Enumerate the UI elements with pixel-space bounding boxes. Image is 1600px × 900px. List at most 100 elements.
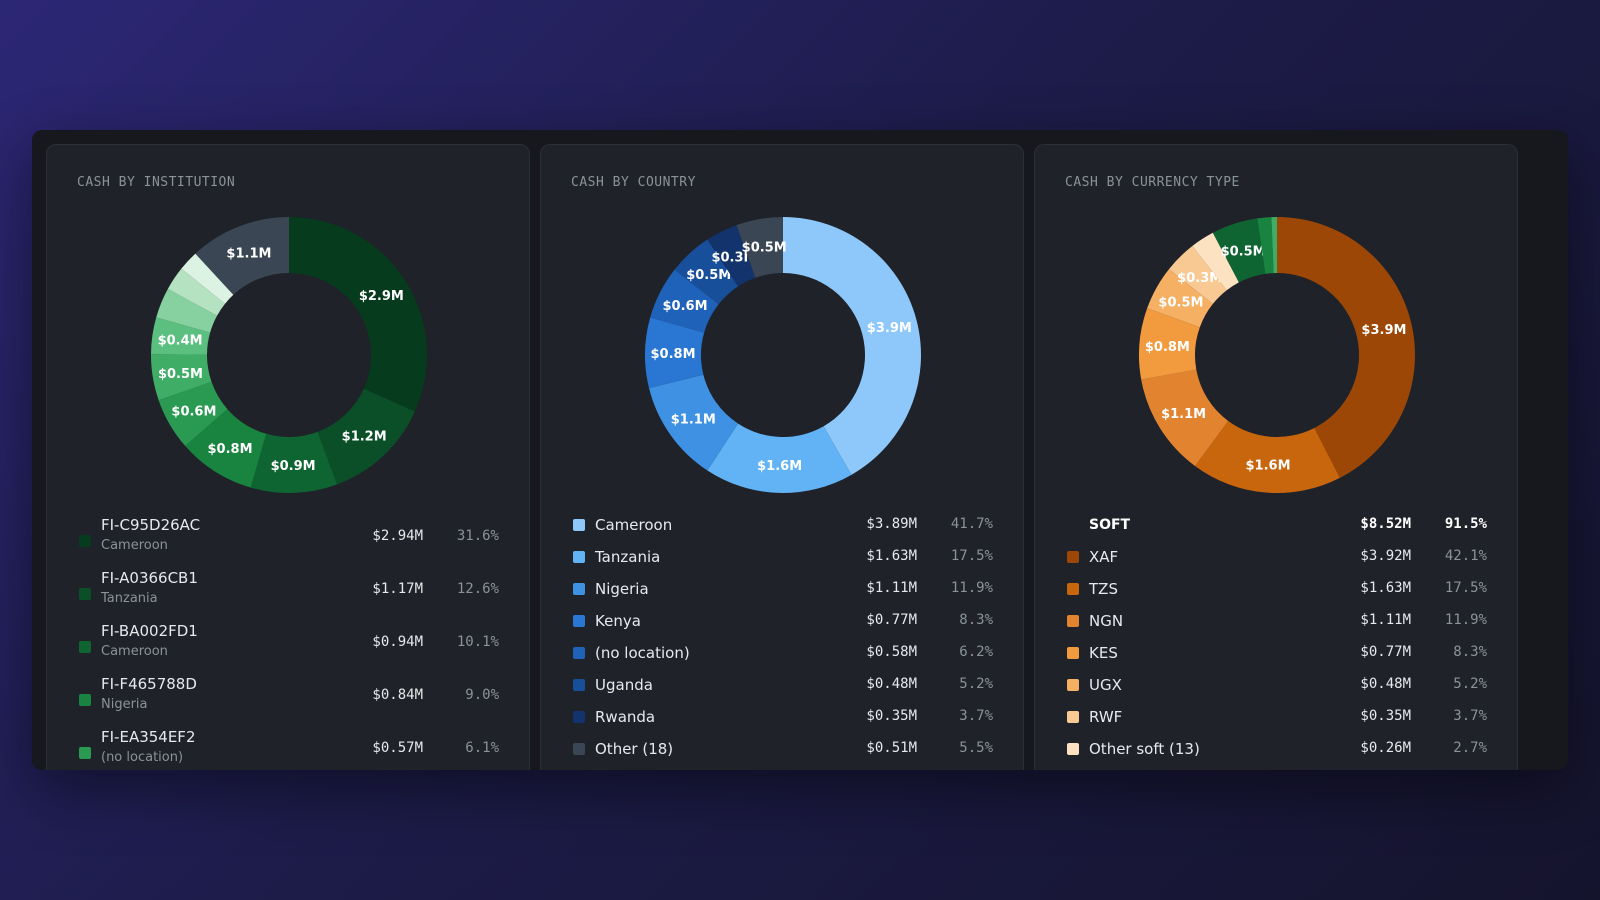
legend-row[interactable]: Tanzania $1.63M 17.5% [571, 547, 993, 579]
legend-swatch [573, 679, 585, 691]
legend-amount: $0.48M [866, 676, 917, 692]
donut-slice[interactable] [195, 217, 289, 295]
legend-name: TZS [1089, 580, 1118, 598]
donut-slice[interactable] [167, 268, 226, 316]
legend-subtitle: Tanzania [101, 591, 158, 606]
legend-row[interactable]: UGX $0.48M 5.2% [1065, 675, 1487, 707]
slice-label: $2.9M [359, 289, 404, 304]
donut-slice[interactable] [1271, 217, 1277, 274]
slice-label: $3.9M [1361, 323, 1406, 338]
slice-label: $1.1M [226, 247, 271, 262]
legend-percent: 6.1% [465, 740, 499, 756]
donut-slice[interactable] [1212, 218, 1266, 283]
legend-subtitle: Nigeria [101, 697, 148, 712]
legend-row[interactable]: FI-C95D26AC Cameroon $2.94M 31.6% [77, 515, 499, 568]
legend-row[interactable]: Nigeria $1.11M 11.9% [571, 579, 993, 611]
legend-percent: 2.7% [1453, 740, 1487, 756]
legend-percent: 5.5% [959, 740, 993, 756]
legend-row[interactable]: Other soft (13) $0.26M 2.7% [1065, 739, 1487, 770]
legend-percent: 3.7% [959, 708, 993, 724]
legend-row[interactable]: (no location) $0.58M 6.2% [571, 643, 993, 675]
legend-name: Cameroon [595, 516, 673, 534]
legend-name: Other soft (13) [1089, 740, 1200, 758]
donut-slice[interactable] [707, 225, 756, 287]
legend-row[interactable]: Rwanda $0.35M 3.7% [571, 707, 993, 739]
legend-amount: $0.77M [1360, 644, 1411, 660]
donut-slice[interactable] [674, 239, 739, 305]
legend-amount: $0.84M [372, 687, 423, 703]
donut-slice[interactable] [289, 217, 427, 412]
donut-slice[interactable] [158, 381, 228, 447]
legend-percent: 91.5% [1444, 516, 1487, 532]
donut-slice[interactable] [649, 374, 739, 471]
donut-slice[interactable] [736, 217, 783, 278]
dashboard-frame: CASH BY INSTITUTION $2.9M $1.2M $0.9M $0.8M… [32, 130, 1568, 770]
legend-row[interactable]: FI-F465788D Nigeria $0.84M 9.0% [77, 674, 499, 727]
donut-chart-country: $3.9M$1.6M$1.1M$0.8M$0.6M$0.5M$0.3M$0.5M [645, 217, 921, 493]
donut-slice[interactable] [250, 431, 338, 494]
donut-slice[interactable] [650, 269, 719, 333]
donut-slice[interactable] [185, 409, 267, 488]
donut-slice[interactable] [181, 253, 234, 304]
donut-slice[interactable] [783, 217, 921, 475]
legend-percent: 9.0% [465, 687, 499, 703]
donut-slice[interactable] [1141, 369, 1229, 466]
legend-swatch [573, 711, 585, 723]
legend-name: Nigeria [595, 580, 649, 598]
legend-row[interactable]: FI-EA354EF2 (no location) $0.57M 6.1% [77, 727, 499, 770]
legend-name: SOFT [1089, 517, 1131, 533]
slice-label: $1.2M [342, 429, 387, 444]
legend-name: FI-A0366CB1 [101, 569, 198, 587]
legend-amount: $0.35M [866, 708, 917, 724]
donut-slice[interactable] [156, 288, 218, 333]
legend-amount: $3.92M [1360, 548, 1411, 564]
legend-swatch [79, 694, 91, 706]
donut-slice[interactable] [1139, 308, 1200, 380]
legend-name: (no location) [595, 644, 690, 662]
donut-slice[interactable] [1169, 246, 1227, 304]
slice-label: $0.5M [742, 241, 787, 256]
legend-amount: $1.17M [372, 581, 423, 597]
donut-slice[interactable] [317, 388, 415, 485]
legend-swatch [79, 588, 91, 600]
legend-row[interactable]: FI-A0366CB1 Tanzania $1.17M 12.6% [77, 568, 499, 621]
legend-row[interactable]: Cameroon $3.89M 41.7% [571, 515, 993, 547]
legend-row[interactable]: TZS $1.63M 17.5% [1065, 579, 1487, 611]
card-title: CASH BY COUNTRY [571, 175, 696, 190]
legend-percent: 10.1% [456, 634, 499, 650]
legend-amount: $0.51M [866, 740, 917, 756]
legend-amount: $1.63M [866, 548, 917, 564]
legend-swatch [573, 743, 585, 755]
legend-row[interactable]: XAF $3.92M 42.1% [1065, 547, 1487, 579]
legend-percent: 11.9% [1444, 612, 1487, 628]
donut-slice[interactable] [1277, 217, 1415, 478]
legend-name: NGN [1089, 612, 1124, 630]
legend-row[interactable]: NGN $1.11M 11.9% [1065, 611, 1487, 643]
legend-row[interactable]: Kenya $0.77M 8.3% [571, 611, 993, 643]
donut-slice[interactable] [151, 354, 212, 401]
legend-swatch [79, 747, 91, 759]
legend-amount: $1.11M [866, 580, 917, 596]
donut-slice[interactable] [1194, 420, 1340, 493]
legend-name: FI-C95D26AC [101, 516, 201, 534]
legend-row[interactable]: Uganda $0.48M 5.2% [571, 675, 993, 707]
legend-row[interactable]: RWF $0.35M 3.7% [1065, 707, 1487, 739]
legend-subtitle: Cameroon [101, 538, 168, 553]
slice-label: $0.8M [208, 442, 253, 457]
donut-slice[interactable] [707, 423, 852, 493]
donut-slice[interactable] [645, 317, 705, 389]
donut-slice[interactable] [1192, 232, 1239, 291]
donut-slice[interactable] [151, 317, 211, 355]
card-title: CASH BY INSTITUTION [77, 175, 236, 190]
donut-slice[interactable] [1147, 269, 1213, 328]
slice-label: $0.6M [663, 299, 708, 314]
legend-country: Cameroon $3.89M 41.7% Tanzania $1.63M 17.5% Ni… [571, 515, 993, 770]
legend-row[interactable]: SOFT $8.52M 91.5% [1065, 515, 1487, 547]
donut-slice[interactable] [1257, 217, 1274, 274]
legend-row[interactable]: KES $0.77M 8.3% [1065, 643, 1487, 675]
legend-row[interactable]: Other (18) $0.51M 5.5% [571, 739, 993, 770]
legend-row[interactable]: FI-BA002FD1 Cameroon $0.94M 10.1% [77, 621, 499, 674]
slice-label: $1.6M [757, 459, 802, 474]
legend-amount: $1.11M [1360, 612, 1411, 628]
slice-label: $0.5M [1158, 295, 1203, 310]
